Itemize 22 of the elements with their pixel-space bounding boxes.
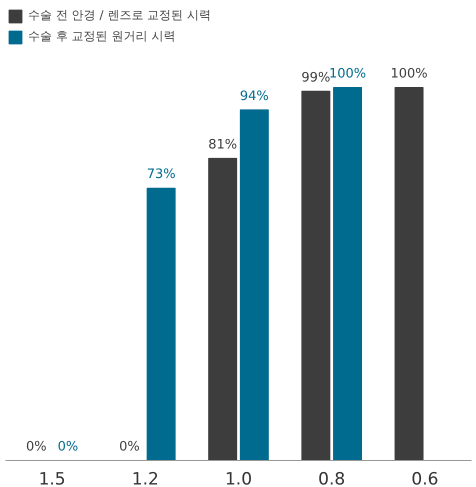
bar — [301, 90, 330, 460]
x-tick-label: 1.5 — [38, 470, 66, 487]
data-label: 100% — [328, 66, 366, 82]
x-tick-label: 0.8 — [318, 470, 346, 487]
x-tick-label: 0.6 — [411, 470, 438, 487]
data-label: 99% — [301, 70, 330, 86]
data-label: 94% — [240, 88, 269, 104]
legend-label: 수술 후 교정된 원거리 시력 — [28, 28, 176, 45]
bar — [333, 87, 362, 460]
x-tick-label: 1.0 — [224, 470, 252, 487]
bar — [240, 109, 269, 460]
data-label: 73% — [146, 167, 176, 182]
data-label: 0% — [119, 440, 140, 454]
data-label: 0% — [26, 440, 47, 454]
bar — [146, 188, 176, 460]
data-label: 100% — [390, 66, 428, 82]
data-label: 81% — [208, 137, 238, 152]
x-tick-label: 1.2 — [132, 470, 159, 487]
bar — [208, 158, 238, 460]
legend-label: 수술 전 안경 / 렌즈로 교정된 시력 — [28, 7, 211, 24]
data-label: 0% — [58, 440, 78, 454]
bar — [394, 87, 424, 460]
